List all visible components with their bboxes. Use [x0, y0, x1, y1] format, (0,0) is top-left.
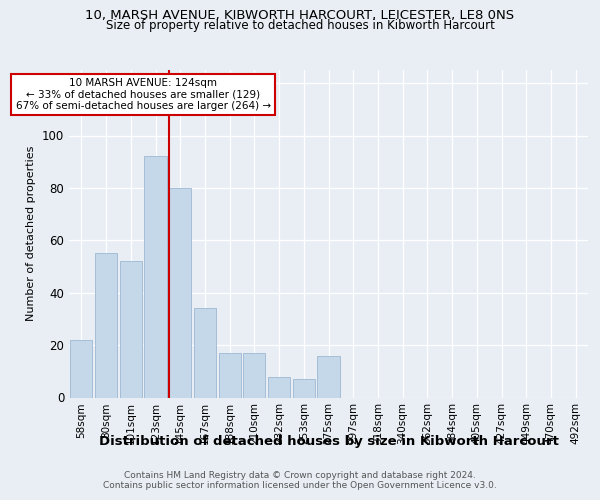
Bar — [218, 353, 241, 398]
Bar — [268, 376, 290, 398]
Text: Contains public sector information licensed under the Open Government Licence v3: Contains public sector information licen… — [103, 482, 497, 490]
Bar — [293, 379, 315, 398]
Y-axis label: Number of detached properties: Number of detached properties — [26, 146, 36, 322]
Bar — [194, 308, 216, 398]
Bar — [169, 188, 191, 398]
Bar — [70, 340, 92, 398]
Bar — [145, 156, 167, 398]
Bar — [243, 353, 265, 398]
Bar — [95, 254, 117, 398]
Text: 10, MARSH AVENUE, KIBWORTH HARCOURT, LEICESTER, LE8 0NS: 10, MARSH AVENUE, KIBWORTH HARCOURT, LEI… — [85, 9, 515, 22]
Bar — [119, 262, 142, 398]
Text: Contains HM Land Registry data © Crown copyright and database right 2024.: Contains HM Land Registry data © Crown c… — [124, 472, 476, 480]
Text: Distribution of detached houses by size in Kibworth Harcourt: Distribution of detached houses by size … — [99, 434, 559, 448]
Bar — [317, 356, 340, 398]
Text: Size of property relative to detached houses in Kibworth Harcourt: Size of property relative to detached ho… — [106, 18, 494, 32]
Text: 10 MARSH AVENUE: 124sqm
← 33% of detached houses are smaller (129)
67% of semi-d: 10 MARSH AVENUE: 124sqm ← 33% of detache… — [16, 78, 271, 111]
